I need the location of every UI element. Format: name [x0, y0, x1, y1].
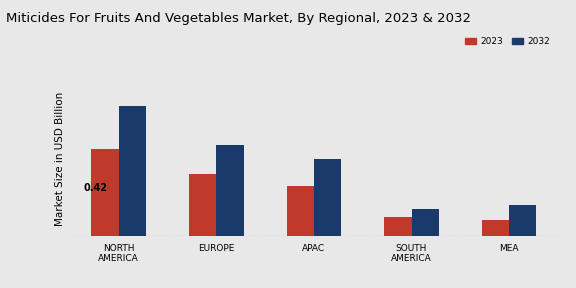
Bar	[92, 149, 119, 236]
Bar	[287, 186, 314, 236]
Bar	[119, 105, 146, 236]
Y-axis label: Market Size in USD Billion: Market Size in USD Billion	[55, 91, 65, 226]
Text: 0.42: 0.42	[84, 183, 108, 193]
Bar	[509, 205, 536, 236]
Bar	[384, 217, 411, 236]
Bar	[217, 145, 244, 236]
Bar	[314, 160, 341, 236]
Legend: 2023, 2032: 2023, 2032	[462, 33, 554, 50]
Text: Miticides For Fruits And Vegetables Market, By Regional, 2023 & 2032: Miticides For Fruits And Vegetables Mark…	[6, 12, 471, 24]
Bar	[189, 174, 217, 236]
Bar	[411, 209, 439, 236]
Bar	[482, 219, 509, 236]
